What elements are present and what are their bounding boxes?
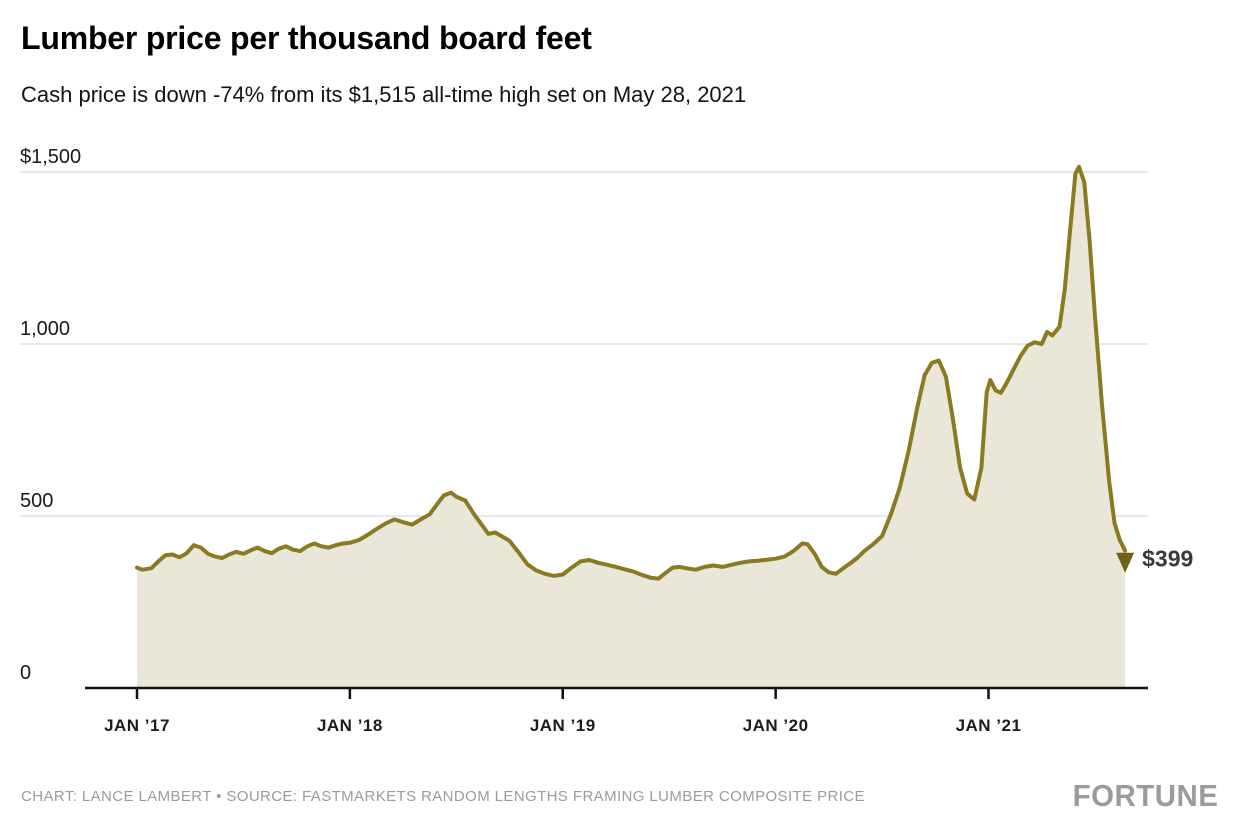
- x-axis-tick-label: JAN ’17: [104, 716, 170, 735]
- y-axis-tick-label: 1,000: [20, 318, 70, 340]
- y-axis-tick-label: 0: [20, 662, 31, 684]
- x-axis-tick-label: JAN ’18: [317, 716, 383, 735]
- chart-subtitle: Cash price is down -74% from its $1,515 …: [21, 82, 747, 107]
- y-axis-tick-label: $1,500: [20, 146, 81, 168]
- annotation-label: $399: [1142, 546, 1193, 572]
- chart-title: Lumber price per thousand board feet: [21, 20, 592, 56]
- area-fill: [137, 166, 1126, 689]
- down-arrow-icon: [1116, 552, 1135, 573]
- chart-footer: CHART: LANCE LAMBERT • SOURCE: FASTMARKE…: [21, 772, 1218, 820]
- x-axis-tick-label: JAN ’20: [743, 716, 809, 735]
- x-axis-tick-label: JAN ’21: [956, 716, 1022, 735]
- x-axis-tick-label: JAN ’19: [530, 716, 596, 735]
- y-axis-tick-label: 500: [20, 490, 53, 512]
- price-line: [135, 164, 1128, 581]
- chart-credit: CHART: LANCE LAMBERT • SOURCE: FASTMARKE…: [21, 787, 865, 805]
- fortune-logo: FORTUNE: [1072, 778, 1218, 813]
